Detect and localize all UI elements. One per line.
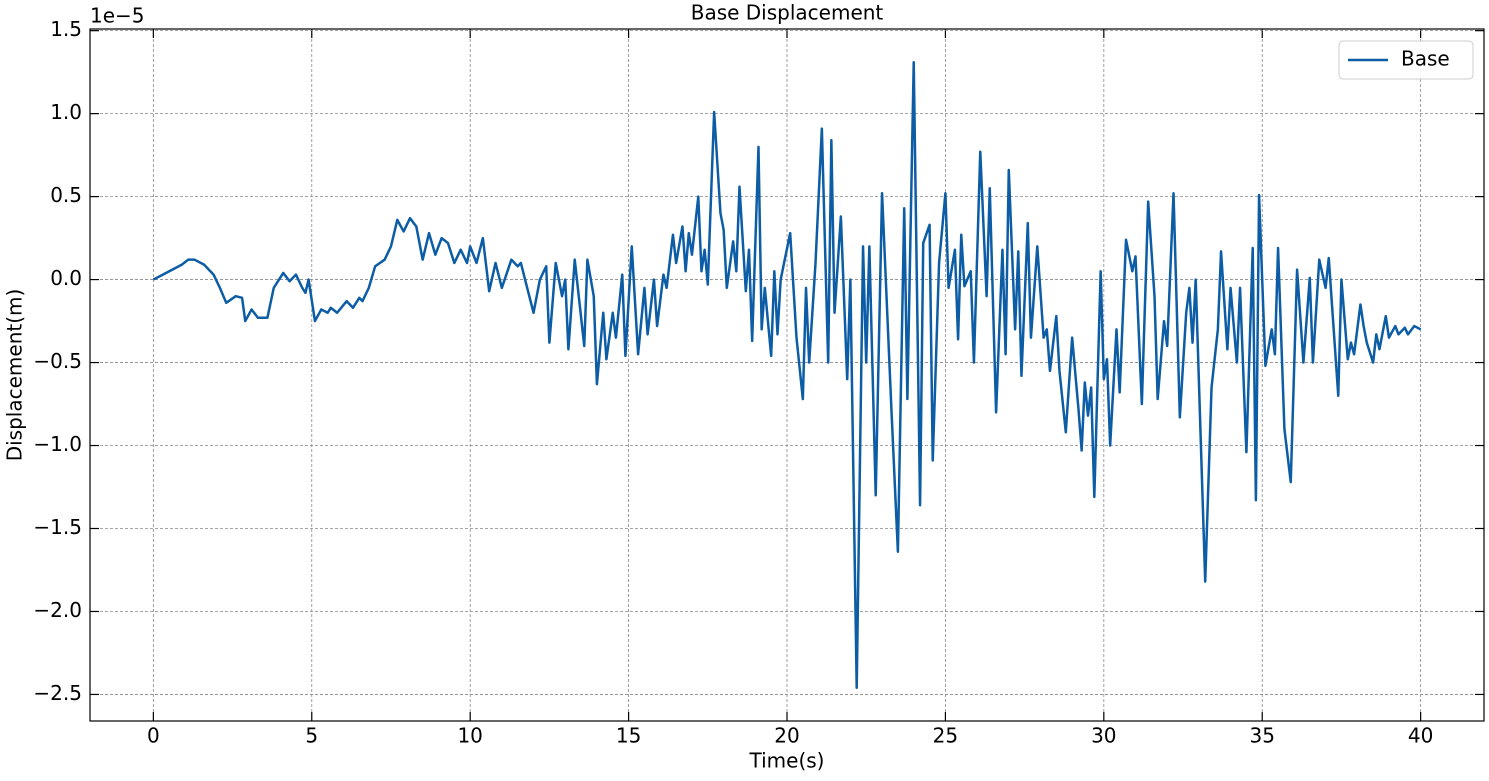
x-tick-label: 10 <box>457 724 482 748</box>
y-tick-label: −2.5 <box>33 681 82 705</box>
y-tick-label: −2.0 <box>33 598 82 622</box>
y-tick-label: 1.0 <box>50 100 82 124</box>
x-tick-label: 0 <box>147 724 160 748</box>
x-axis-label: Time(s) <box>749 749 825 773</box>
y-tick-label: 0.5 <box>50 183 82 207</box>
chart-title: Base Displacement <box>691 1 884 25</box>
legend-box <box>1338 40 1474 80</box>
y-tick-label: −1.5 <box>33 515 82 539</box>
y-axis-label: Displacement(m) <box>3 289 27 462</box>
x-tick-label: 5 <box>305 724 318 748</box>
x-tick-label: 15 <box>616 724 641 748</box>
y-tick-label: −1.0 <box>33 432 82 456</box>
legend-label: Base <box>1401 47 1450 71</box>
x-tick-label: 35 <box>1250 724 1275 748</box>
y-offset-label: 1e−5 <box>90 4 145 28</box>
plot-frame <box>89 28 1485 722</box>
y-tick-label: 1.5 <box>50 17 82 41</box>
y-tick-label: −0.5 <box>33 349 82 373</box>
y-tick-label: 0.0 <box>50 266 82 290</box>
x-tick-label: 20 <box>774 724 799 748</box>
data-line <box>152 60 1422 690</box>
x-tick-label: 30 <box>1091 724 1116 748</box>
x-tick-label: 25 <box>933 724 958 748</box>
x-tick-label: 40 <box>1408 724 1433 748</box>
